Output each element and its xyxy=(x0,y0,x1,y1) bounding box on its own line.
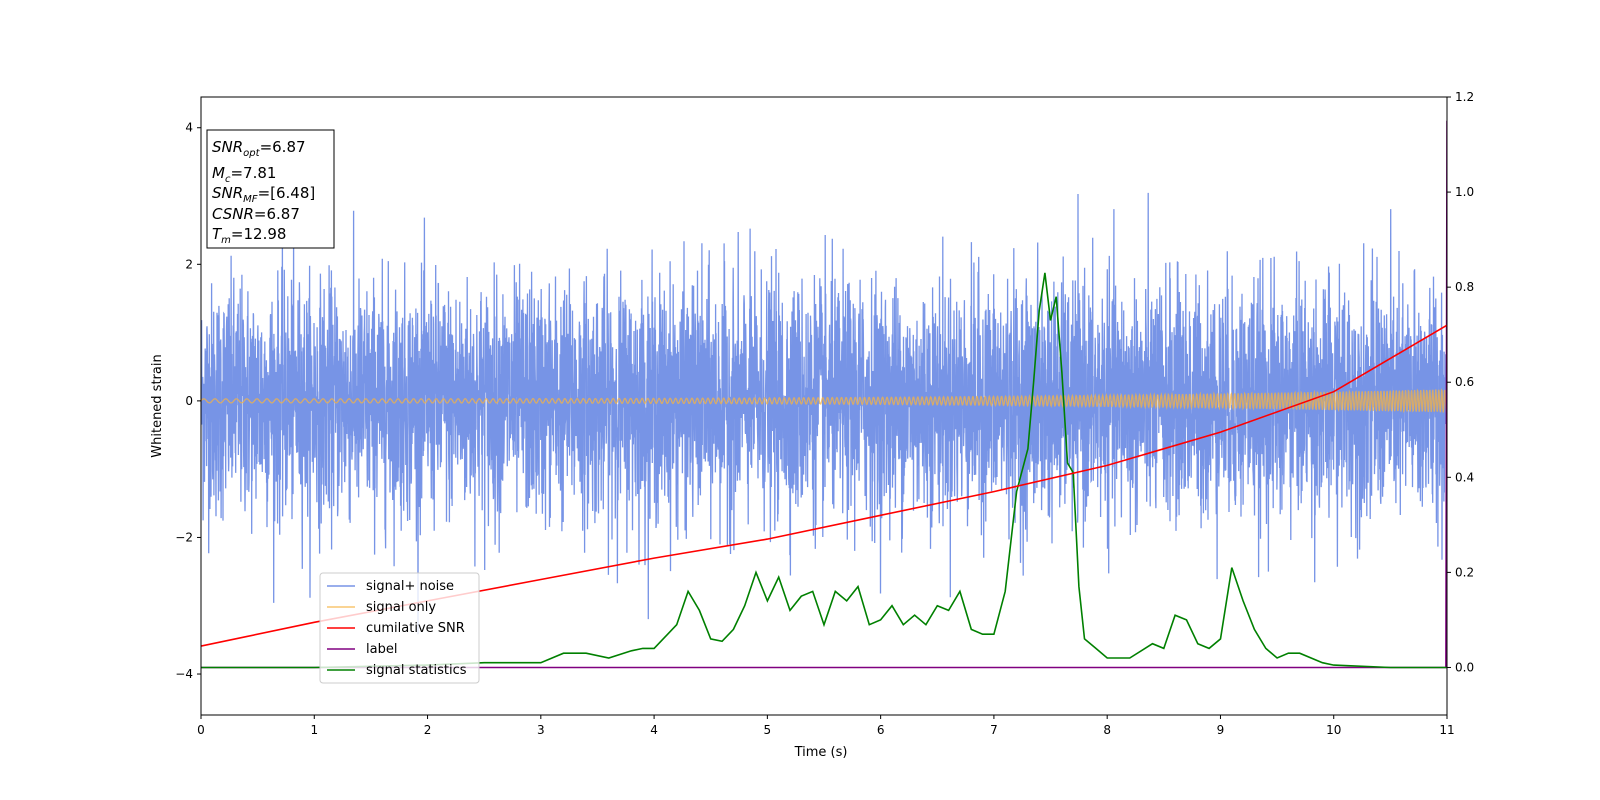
y2-tick-label: 0.6 xyxy=(1455,375,1474,389)
legend-box xyxy=(319,572,480,684)
legend-label: cumilative SNR xyxy=(366,621,465,636)
x-tick-label: 2 xyxy=(424,723,432,737)
x-tick-label: 7 xyxy=(990,723,998,737)
x-tick-label: 3 xyxy=(537,723,545,737)
info-box: SNRopt=6.87 Mc=7.81 SNRMF=[6.48] CSNR=6.… xyxy=(206,129,335,249)
axes: 0 1 2 3 4 5 6 7 8 9 10 11 −4 −2 0 2 4 0.0 0.2 0.4 0.6 0.8 1.0 1… xyxy=(175,90,1474,737)
x-tick-label: 1 xyxy=(310,723,318,737)
y2-tick-label: 1.0 xyxy=(1455,185,1474,199)
legend-label: signal statistics xyxy=(366,663,467,678)
y2-tick-label: 0.8 xyxy=(1455,280,1474,294)
y2-tick-label: 0.2 xyxy=(1455,565,1474,579)
y2-tick-label: 0.4 xyxy=(1455,470,1474,484)
legend-label: signal+ noise xyxy=(366,579,454,594)
series-line-signal-only xyxy=(201,388,1447,414)
y-tick-label: 0 xyxy=(185,394,193,408)
info-tm: Tm=12.98 xyxy=(212,225,286,246)
x-tick-label: 8 xyxy=(1103,723,1111,737)
y2-tick-label: 1.2 xyxy=(1455,90,1474,104)
x-tick-label: 6 xyxy=(877,723,885,737)
legend-label: signal only xyxy=(366,600,436,615)
info-snr-opt: SNRopt=6.87 xyxy=(212,138,306,159)
x-tick-label: 5 xyxy=(764,723,772,737)
series-line-signal-noise xyxy=(201,192,1447,635)
x-axis-label: Time (s) xyxy=(794,745,848,760)
plot-frame xyxy=(200,96,1448,716)
y-tick-label: 2 xyxy=(185,257,193,271)
legend: signal+ noise signal only cumilative SNR la… xyxy=(319,572,480,684)
y-axis-label: Whitened strain xyxy=(150,354,165,457)
info-csnr: CSNR=6.87 xyxy=(212,205,300,223)
x-tick-label: 0 xyxy=(197,723,205,737)
x-tick-label: 4 xyxy=(650,723,658,737)
y2-tick-label: 0.0 xyxy=(1455,660,1474,674)
y-tick-label: 4 xyxy=(185,121,193,135)
series-line-signal-statistics xyxy=(201,272,1447,669)
y-tick-label: −2 xyxy=(175,530,193,544)
info-mc: Mc=7.81 xyxy=(212,164,276,185)
info-snr-mf: SNRMF=[6.48] xyxy=(212,184,315,205)
legend-label: label xyxy=(366,642,397,657)
y-tick-label: −4 xyxy=(175,667,193,681)
x-tick-label: 11 xyxy=(1439,723,1454,737)
x-tick-label: 9 xyxy=(1217,723,1225,737)
x-tick-label: 10 xyxy=(1326,723,1341,737)
